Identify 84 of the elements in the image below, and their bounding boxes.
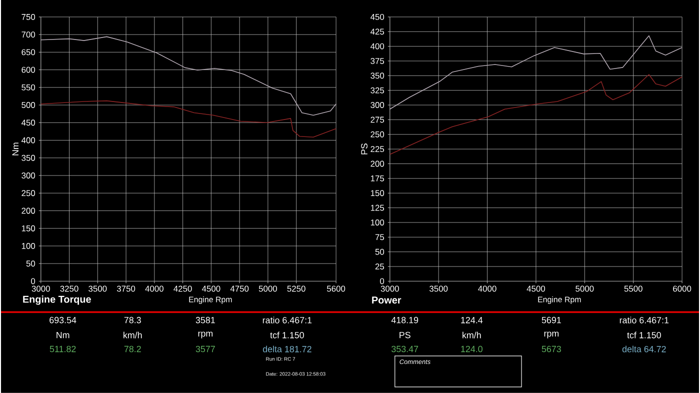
y-tick-label: 25 [375, 264, 384, 270]
y-tick-label: 450 [21, 120, 36, 126]
y-tick-label: 50 [375, 248, 384, 255]
text: 78.3 [124, 316, 141, 324]
x-tick-label: 3500 [88, 286, 107, 292]
y-tick-label: 50 [26, 260, 36, 267]
y-tick-label: 275 [370, 116, 384, 123]
text: km/h [462, 332, 481, 338]
y-tick-label: 150 [22, 225, 36, 232]
x-tick-label: 5600 [327, 286, 346, 292]
y-tick-label: 375 [370, 58, 384, 64]
y-tick-label: 750 [22, 14, 36, 20]
text: Power [372, 296, 402, 304]
y-tick-label: 75 [375, 234, 384, 240]
x-tick-label: 5000 [258, 286, 277, 292]
y-tick-label: 200 [370, 160, 384, 167]
y-axis-title: Nm [12, 142, 18, 156]
x-tick-label: 4750 [230, 286, 249, 292]
x-tick-label: 4250 [174, 286, 192, 292]
y-tick-label: 500 [22, 102, 36, 108]
text: delta 64.72 [622, 346, 666, 352]
text: 5673 [542, 346, 561, 352]
text: 693.54 [50, 316, 76, 324]
text: 124.4 [461, 317, 483, 324]
text: 353.47 [392, 346, 418, 352]
y-tick-label: 700 [22, 32, 36, 38]
text: 418.19 [391, 316, 418, 324]
x-tick-label: 5250 [287, 286, 306, 292]
y-tick-label: 100 [370, 220, 384, 226]
text: 3577 [196, 346, 215, 352]
x-tick-label: 4500 [526, 286, 546, 292]
y-tick-label: 125 [370, 204, 384, 211]
y-tick-label: 100 [22, 243, 36, 250]
x-tick-label: 6000 [673, 286, 692, 292]
x-tick-label: 3750 [116, 286, 136, 292]
text: tcf 1.150 [627, 332, 661, 338]
y-tick-label: 250 [22, 190, 36, 196]
text: Engine Torque [23, 296, 91, 305]
y-tick-label: 425 [370, 28, 384, 35]
text: 3581 [196, 316, 215, 324]
x-tick-label: 3000 [32, 286, 50, 292]
text: Nm [56, 332, 70, 338]
text: km/h [124, 332, 142, 338]
y-tick-label: 400 [370, 43, 384, 50]
y-tick-label: 550 [22, 84, 36, 90]
text: 511.82 [50, 346, 76, 352]
text: PS [400, 332, 410, 338]
y-tick-label: 400 [21, 137, 36, 144]
y-tick-label: 650 [22, 49, 36, 56]
y-tick-label: 200 [22, 208, 36, 214]
x-tick-label: 3250 [60, 286, 78, 292]
y-tick-label: 0 [31, 278, 36, 284]
y-tick-label: 450 [370, 14, 384, 20]
y-tick-label: 325 [370, 87, 384, 94]
text: rpm [544, 332, 559, 338]
y-tick-label: 300 [370, 102, 384, 108]
x-tick-label: 3000 [380, 286, 399, 292]
y-tick-label: 0 [380, 278, 384, 284]
text: 5691 [542, 316, 561, 324]
x-tick-label: 3500 [430, 286, 448, 292]
line-series [389, 35, 682, 110]
text: ratio 6.467:1 [620, 316, 669, 324]
text: delta 181.72 [262, 346, 312, 352]
x-tick-label: 4500 [202, 286, 220, 292]
x-tick-label: 5500 [624, 286, 642, 292]
x-tick-label: 4000 [478, 286, 496, 292]
y-tick-label: 300 [22, 172, 36, 179]
y-tick-label: 150 [370, 190, 384, 196]
text: 124.0 [461, 346, 482, 352]
y-tick-label: 225 [370, 146, 384, 152]
text: rpm [198, 332, 213, 338]
text: tcf 1.150 [270, 332, 304, 338]
text: ratio 6.467:1 [262, 316, 312, 324]
x-tick-label: 5000 [576, 286, 594, 292]
y-tick-label: 350 [370, 72, 384, 79]
y-axis-title: PS [361, 144, 368, 154]
x-tick-label: 4000 [145, 286, 164, 292]
y-tick-label: 250 [370, 131, 384, 138]
y-tick-label: 600 [22, 66, 36, 73]
y-tick-label: 350 [22, 154, 36, 161]
line-series [40, 100, 336, 138]
y-tick-label: 175 [370, 176, 384, 182]
line-series [389, 74, 682, 155]
text: 78.2 [124, 346, 141, 352]
